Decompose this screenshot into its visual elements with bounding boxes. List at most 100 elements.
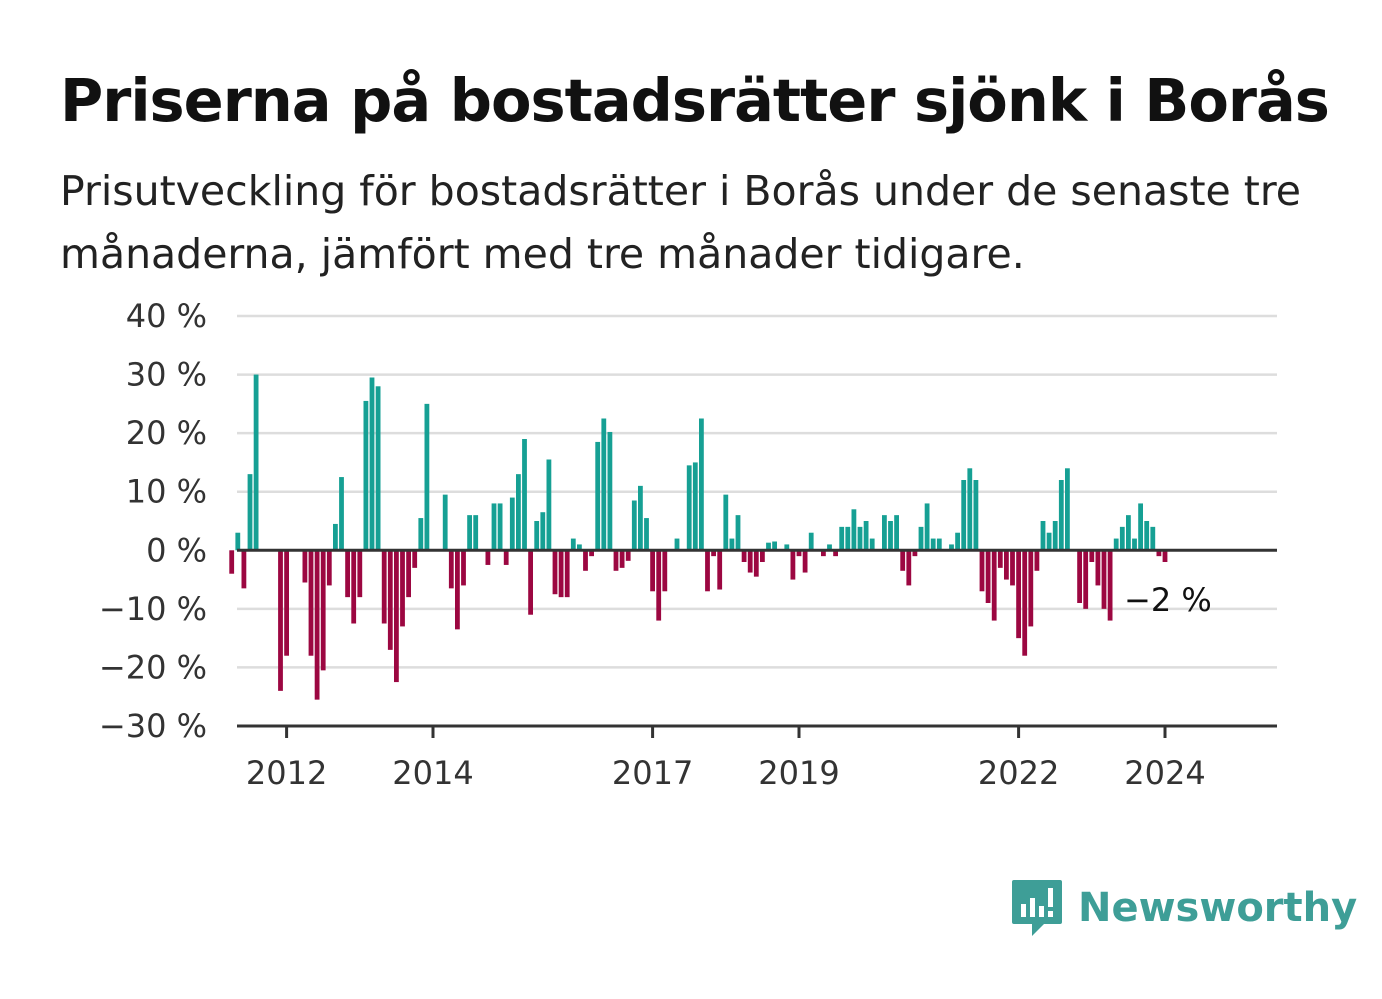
bar bbox=[1046, 532, 1052, 551]
bar bbox=[369, 377, 375, 551]
y-axis-tick-labels: 40 % 30 % 20 % 10 % 0 % −10 % −20 % −30 % bbox=[99, 297, 207, 745]
bar bbox=[985, 550, 991, 603]
bar bbox=[869, 538, 875, 551]
bar bbox=[284, 550, 289, 656]
y-tick-label: 40 % bbox=[126, 297, 207, 335]
bar bbox=[644, 518, 649, 551]
bar bbox=[522, 439, 527, 551]
last-value-annotation: −2 % bbox=[1124, 581, 1212, 619]
bar bbox=[900, 550, 906, 571]
bar bbox=[961, 480, 967, 551]
bar bbox=[351, 550, 357, 624]
grid-lines bbox=[237, 314, 1277, 669]
bar bbox=[894, 515, 899, 551]
bar bbox=[1107, 550, 1113, 621]
bar bbox=[1126, 515, 1131, 551]
bar bbox=[863, 521, 869, 551]
brand-name: Newsworthy bbox=[1078, 885, 1358, 931]
bar bbox=[601, 418, 607, 551]
bar bbox=[906, 550, 912, 586]
bar bbox=[979, 550, 985, 592]
bar bbox=[686, 465, 692, 551]
x-tick-label: 2019 bbox=[758, 754, 839, 792]
bar bbox=[241, 550, 247, 589]
bar bbox=[509, 497, 515, 551]
bar bbox=[229, 550, 235, 574]
bar bbox=[308, 550, 314, 656]
bar bbox=[564, 550, 570, 598]
bar bbox=[1162, 550, 1168, 562]
bar bbox=[839, 526, 845, 551]
bar bbox=[766, 542, 771, 551]
bar bbox=[400, 550, 405, 627]
bar bbox=[1010, 550, 1015, 586]
bar bbox=[357, 550, 363, 598]
bar bbox=[1144, 521, 1150, 551]
bar bbox=[247, 474, 253, 551]
bar bbox=[253, 374, 259, 551]
bar bbox=[540, 512, 546, 551]
bar bbox=[1138, 503, 1143, 551]
bar bbox=[747, 550, 753, 573]
bar bbox=[1113, 538, 1119, 551]
bar bbox=[625, 550, 631, 561]
bar bbox=[1004, 550, 1009, 580]
bar bbox=[1022, 550, 1028, 656]
bar bbox=[796, 550, 802, 557]
bar bbox=[546, 459, 552, 551]
bar bbox=[760, 550, 765, 562]
x-tick-label: 2012 bbox=[246, 754, 327, 792]
bar bbox=[448, 550, 454, 589]
bar bbox=[326, 550, 332, 586]
bar bbox=[375, 386, 381, 551]
bar bbox=[912, 550, 918, 557]
bar bbox=[1132, 538, 1137, 551]
bar bbox=[638, 485, 643, 551]
bar bbox=[692, 462, 698, 551]
x-tick-label: 2014 bbox=[392, 754, 473, 792]
bar bbox=[808, 532, 814, 551]
bar bbox=[412, 550, 418, 568]
y-tick-label: 0 % bbox=[146, 531, 207, 569]
bar bbox=[558, 550, 564, 598]
bar bbox=[735, 515, 741, 551]
bar bbox=[589, 550, 594, 557]
bar bbox=[424, 403, 430, 551]
y-tick-label: 20 % bbox=[126, 414, 207, 452]
bar bbox=[1034, 550, 1040, 571]
bar bbox=[339, 477, 344, 551]
x-tick-label: 2017 bbox=[612, 754, 693, 792]
bar bbox=[418, 518, 424, 551]
bar bbox=[583, 550, 588, 571]
bar bbox=[534, 521, 540, 551]
bar bbox=[717, 550, 723, 590]
bar bbox=[1052, 521, 1058, 551]
bars bbox=[229, 374, 1168, 700]
bar bbox=[650, 550, 655, 592]
bar bbox=[753, 550, 759, 577]
bar bbox=[674, 538, 680, 551]
bar bbox=[552, 550, 558, 595]
brand-logo: Newsworthy bbox=[1010, 878, 1357, 938]
bar bbox=[1156, 550, 1162, 557]
bar bbox=[857, 526, 863, 551]
bar bbox=[1089, 550, 1095, 562]
bar bbox=[473, 515, 479, 551]
bar bbox=[497, 503, 503, 551]
bar bbox=[577, 544, 582, 551]
y-tick-label: −30 % bbox=[99, 707, 207, 745]
bar bbox=[1040, 521, 1046, 551]
x-tick-label: 2022 bbox=[978, 754, 1059, 792]
bar bbox=[595, 441, 601, 551]
bar bbox=[455, 550, 460, 630]
y-tick-label: −10 % bbox=[99, 590, 207, 628]
bar bbox=[930, 538, 936, 551]
bar bbox=[967, 468, 973, 551]
bar bbox=[387, 550, 393, 650]
y-tick-label: 30 % bbox=[126, 356, 207, 394]
bar bbox=[485, 550, 491, 565]
bar bbox=[619, 550, 625, 568]
bar bbox=[772, 541, 777, 551]
bar bbox=[711, 550, 716, 557]
bar bbox=[345, 550, 350, 598]
